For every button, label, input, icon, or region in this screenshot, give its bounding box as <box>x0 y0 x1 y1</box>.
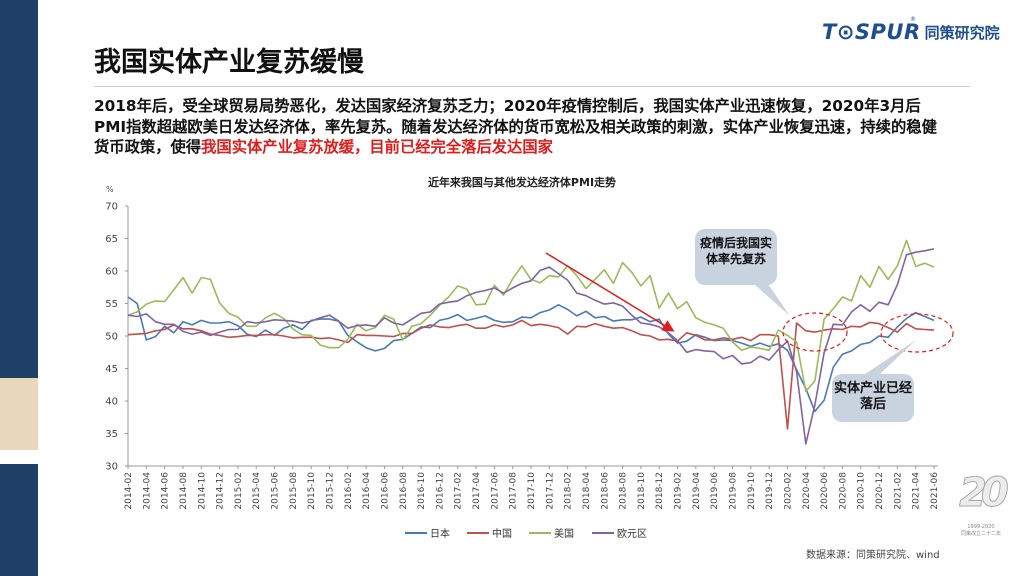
chart-annotations <box>545 252 954 376</box>
y-tick-label: 35 <box>105 429 118 440</box>
series-line-0 <box>127 296 935 413</box>
summary-paragraph: 2018年后，受全球贸易局势恶化，发达国家经济复苏乏力；2020年疫情控制后，我… <box>94 96 942 158</box>
y-tick-label: 55 <box>105 299 118 310</box>
chart-axes: % <box>106 185 938 467</box>
title-divider <box>94 86 970 87</box>
chart-ticks: 30 35 40 45 50 55 60 65 70 2014-02 2014-04 2014-06 2… <box>105 202 940 510</box>
brand-logo-text: T⊙SPUR <box>822 20 921 44</box>
x-tick-label: 2014-06 <box>161 472 171 510</box>
x-tick-label: 2020-06 <box>820 472 830 510</box>
data-source-note: 数据来源：同策研究院、wind <box>806 550 940 561</box>
chart-title: 近年来我国与其他发达经济体PMI走势 <box>427 176 617 189</box>
x-tick-label: 2019-10 <box>747 472 757 510</box>
anniversary-badge: 20 1999-2020 同策成立二十二年 <box>957 462 1010 558</box>
x-tick-label: 2016-04 <box>362 472 372 510</box>
y-tick-label: 70 <box>105 202 118 213</box>
left-accent-bar-bottom <box>0 464 38 576</box>
x-tick-label: 2015-10 <box>307 472 317 510</box>
callout-1-pointer <box>754 284 790 316</box>
x-tick-label: 2015-12 <box>326 472 336 510</box>
x-tick-label: 2020-08 <box>838 472 848 510</box>
x-tick-label: 2019-08 <box>729 472 739 510</box>
callout-china-recovered-first: 疫情后我国实体率先复苏 <box>695 229 777 285</box>
x-tick-label: 2018-08 <box>619 472 629 510</box>
x-tick-label: 2019-12 <box>765 472 775 510</box>
brand-logo-registered-mark: ® <box>910 16 916 23</box>
series-line-3 <box>127 248 935 445</box>
x-tick-label: 2014-08 <box>179 472 189 510</box>
chart-legend: 日本 中国 美国 欧元区 <box>405 527 647 540</box>
y-tick-label: 60 <box>105 267 118 278</box>
x-tick-label: 2018-10 <box>637 472 647 510</box>
summary-highlight: 我国实体产业复苏放缓，目前已经完全落后发达国家 <box>201 138 553 156</box>
legend-label-3: 欧元区 <box>617 528 647 540</box>
x-tick-label: 2020-04 <box>802 472 812 510</box>
y-axis-unit: % <box>106 185 114 194</box>
y-tick-label: 65 <box>105 234 118 245</box>
anniversary-text: 同策成立二十二年 <box>960 531 1001 537</box>
x-tick-label: 2016-12 <box>435 472 445 510</box>
brand-logo: T⊙SPUR ® 同策研究院 <box>822 16 1000 46</box>
x-tick-label: 2017-10 <box>527 472 537 510</box>
page-title: 我国实体产业复苏缓慢 <box>94 47 364 78</box>
x-tick-label: 2015-04 <box>252 472 262 510</box>
chart-series <box>127 239 935 445</box>
y-tick-label: 40 <box>105 397 118 408</box>
x-tick-label: 2017-06 <box>490 472 500 510</box>
callout-2-pointer <box>862 340 916 376</box>
anniversary-years: 1999-2020 <box>967 524 995 530</box>
x-tick-label: 2020-02 <box>783 472 793 510</box>
anniversary-number: 20 <box>959 470 1010 517</box>
x-tick-label: 2014-04 <box>142 472 152 510</box>
x-tick-label: 2014-12 <box>216 472 226 510</box>
summary-text: 2018年后，受全球贸易局势恶化，发达国家经济复苏乏力；2020年疫情控制后，我… <box>94 97 937 156</box>
x-tick-label: 2016-08 <box>399 472 409 510</box>
x-tick-label: 2019-06 <box>710 472 720 510</box>
x-tick-label: 2016-02 <box>344 472 354 510</box>
x-tick-label: 2015-06 <box>271 472 281 510</box>
x-tick-label: 2017-02 <box>454 472 464 510</box>
x-tick-label: 2018-06 <box>600 472 610 510</box>
series-line-1 <box>127 319 935 430</box>
y-tick-label: 50 <box>105 332 118 343</box>
x-tick-label: 2015-02 <box>234 472 244 510</box>
x-tick-label: 2018-02 <box>564 472 574 510</box>
x-tick-label: 2016-06 <box>380 472 390 510</box>
x-tick-label: 2019-02 <box>674 472 684 510</box>
x-tick-label: 2014-10 <box>197 472 207 510</box>
left-accent-bar-top <box>0 0 38 378</box>
left-accent-bar-middle <box>0 378 38 450</box>
y-tick-label: 30 <box>105 462 118 473</box>
y-tick-label: 45 <box>105 364 118 375</box>
x-tick-label: 2017-12 <box>545 472 555 510</box>
brand-logo-cn: 同策研究院 <box>924 23 1000 42</box>
legend-label-2: 美国 <box>554 527 574 540</box>
x-tick-label: 2017-04 <box>472 472 482 510</box>
trend-arrow <box>545 252 675 332</box>
x-tick-label: 2019-04 <box>692 472 702 510</box>
x-tick-label: 2020-12 <box>875 472 885 510</box>
legend-label-0: 日本 <box>430 527 450 540</box>
highlight-ellipse-recovery <box>782 312 848 352</box>
x-tick-label: 2021-04 <box>912 472 922 510</box>
x-tick-label: 2018-04 <box>582 472 592 510</box>
legend-label-1: 中国 <box>492 527 512 540</box>
x-tick-label: 2014-02 <box>124 472 134 510</box>
series-line-2 <box>127 239 935 393</box>
x-tick-label: 2021-02 <box>893 472 903 510</box>
x-tick-label: 2015-08 <box>289 472 299 510</box>
x-tick-label: 2016-10 <box>417 472 427 510</box>
highlight-ellipse-lagging <box>880 313 954 353</box>
x-tick-label: 2017-08 <box>509 472 519 510</box>
x-tick-label: 2018-12 <box>655 472 665 510</box>
x-tick-label: 2020-10 <box>857 472 867 510</box>
x-tick-label: 2021-06 <box>930 472 940 510</box>
callout-china-lagging: 实体产业已经落后 <box>832 374 914 422</box>
